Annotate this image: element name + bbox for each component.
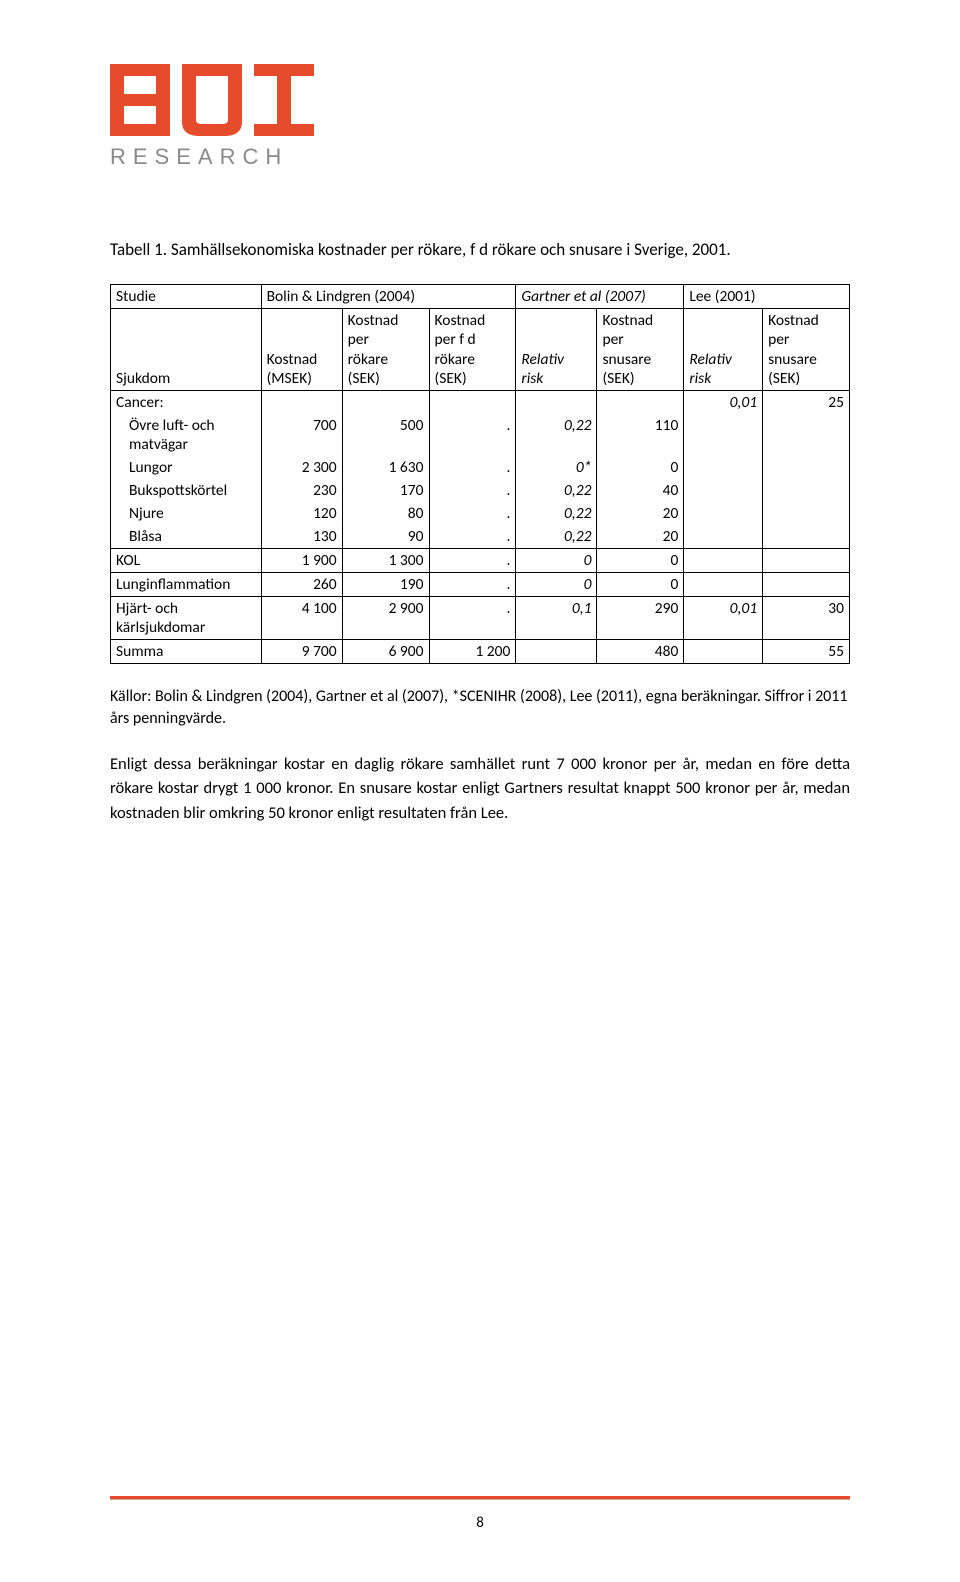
header-studie: Studie bbox=[111, 284, 262, 308]
header-lee: Lee (2001) bbox=[684, 284, 850, 308]
cost-table: Studie Bolin & Lindgren (2004) Gartner e… bbox=[110, 284, 850, 665]
header-bolin: Bolin & Lindgren (2004) bbox=[261, 284, 516, 308]
table-row: KOL 1 900 1 300 . 0 0 bbox=[111, 549, 850, 573]
logo: RESEARCH bbox=[110, 64, 850, 179]
subheader-relativ-risk-g: Relativrisk bbox=[516, 308, 597, 391]
footer-divider bbox=[110, 1496, 850, 1500]
sources-text: Källor: Bolin & Lindgren (2004), Gartner… bbox=[110, 686, 850, 729]
logo-subtext: RESEARCH bbox=[110, 144, 288, 169]
subheader-kostnad-snusare-l: Kostnadpersnusare(SEK) bbox=[763, 308, 850, 391]
table-row: Blåsa 130 90 . 0,22 20 bbox=[111, 525, 850, 549]
table-caption: Tabell 1. Samhällsekonomiska kostnader p… bbox=[110, 239, 850, 262]
table-row: Övre luft- ochmatvägar 700 500 . 0,22 11… bbox=[111, 414, 850, 456]
subheader-kostnad-msek: Kostnad(MSEK) bbox=[261, 308, 342, 391]
table-row: Bukspottskörtel 230 170 . 0,22 40 bbox=[111, 479, 850, 502]
subheader-kostnad-snusare-g: Kostnadpersnusare(SEK) bbox=[597, 308, 684, 391]
subheader-sjukdom: Sjukdom bbox=[111, 308, 262, 391]
page-footer: 8 bbox=[110, 1496, 850, 1532]
table-row: Cancer: 0,01 25 bbox=[111, 391, 850, 415]
table-row: Lunginflammation 260 190 . 0 0 bbox=[111, 573, 850, 597]
table-row: Hjärt- ochkärlsjukdomar 4 100 2 900 . 0,… bbox=[111, 597, 850, 640]
table-row: Lungor 2 300 1 630 . 0* 0 bbox=[111, 456, 850, 479]
subheader-kostnad-rokare: Kostnadperrökare(SEK) bbox=[342, 308, 429, 391]
header-gartner: Gartner et al (2007) bbox=[516, 284, 684, 308]
table-row-summa: Summa 9 700 6 900 1 200 480 55 bbox=[111, 640, 850, 664]
page-number: 8 bbox=[476, 1514, 484, 1532]
page: RESEARCH Tabell 1. Samhällsekonomiska ko… bbox=[0, 0, 960, 1582]
subheader-kostnad-fd: Kostnadper f drökare(SEK) bbox=[429, 308, 516, 391]
table-row: Njure 120 80 . 0,22 20 bbox=[111, 502, 850, 525]
subheader-relativ-risk-l: Relativrisk bbox=[684, 308, 763, 391]
body-paragraph: Enligt dessa beräkningar kostar en dagli… bbox=[110, 752, 850, 826]
